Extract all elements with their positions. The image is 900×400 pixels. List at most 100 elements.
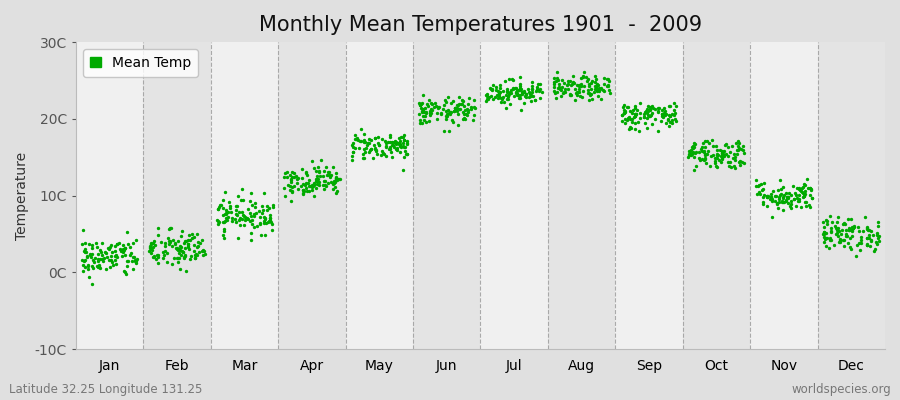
Point — [832, 228, 847, 234]
Point — [441, 107, 455, 113]
Point — [714, 159, 728, 166]
Point — [659, 120, 673, 127]
Point — [121, 258, 135, 264]
Point — [350, 136, 365, 142]
Point — [396, 167, 410, 173]
Point — [706, 137, 720, 143]
Point — [257, 216, 272, 222]
Point — [437, 128, 452, 134]
Point — [357, 131, 372, 138]
Point — [686, 149, 700, 156]
Point — [370, 150, 384, 157]
Point — [639, 108, 653, 115]
Point — [381, 138, 395, 145]
Point — [101, 244, 115, 251]
Point — [346, 140, 360, 146]
Point — [854, 237, 868, 243]
Point — [590, 84, 604, 90]
Point — [567, 80, 581, 86]
Point — [668, 116, 682, 122]
Point — [216, 232, 230, 238]
Point — [770, 200, 785, 207]
Point — [144, 239, 158, 246]
Point — [296, 191, 310, 198]
Point — [126, 266, 140, 272]
Point — [557, 80, 572, 86]
Point — [397, 154, 411, 160]
Point — [628, 112, 643, 119]
Point — [663, 113, 678, 120]
Point — [151, 225, 166, 231]
Point — [639, 109, 653, 116]
Point — [247, 224, 261, 230]
Point — [513, 84, 527, 91]
Point — [832, 239, 847, 245]
Point — [306, 183, 320, 190]
Point — [195, 246, 210, 253]
Point — [314, 157, 328, 163]
Point — [641, 112, 655, 118]
Point — [633, 100, 647, 106]
Point — [300, 172, 314, 178]
Point — [645, 105, 660, 112]
Point — [771, 199, 786, 206]
Point — [651, 105, 665, 111]
Point — [710, 147, 724, 154]
Point — [515, 89, 529, 96]
Bar — [683, 42, 750, 349]
Point — [822, 244, 836, 251]
Point — [296, 187, 310, 193]
Point — [416, 106, 430, 113]
Point — [151, 232, 166, 238]
Point — [400, 138, 414, 144]
Point — [447, 104, 462, 111]
Point — [779, 197, 794, 203]
Point — [480, 93, 494, 100]
Point — [593, 86, 608, 92]
Point — [143, 245, 157, 252]
Point — [224, 218, 238, 224]
Point — [87, 258, 102, 265]
Point — [707, 154, 722, 161]
Point — [482, 94, 497, 100]
Point — [358, 148, 373, 155]
Point — [170, 245, 184, 252]
Point — [585, 96, 599, 102]
Point — [688, 141, 702, 148]
Point — [446, 117, 460, 123]
Point — [841, 233, 855, 240]
Point — [804, 187, 818, 193]
Point — [568, 96, 582, 103]
Point — [823, 213, 837, 220]
Point — [525, 86, 539, 93]
Point — [393, 137, 408, 144]
Point — [533, 95, 547, 102]
Point — [863, 242, 878, 249]
Point — [566, 72, 580, 79]
Point — [780, 194, 795, 200]
Point — [253, 214, 267, 220]
Point — [485, 86, 500, 92]
Point — [770, 205, 785, 212]
Point — [424, 100, 438, 106]
Point — [825, 219, 840, 225]
Point — [244, 190, 258, 196]
Point — [285, 189, 300, 196]
Point — [498, 78, 512, 85]
Point — [784, 204, 798, 211]
Point — [618, 120, 633, 126]
Point — [144, 240, 158, 247]
Point — [229, 207, 243, 213]
Point — [91, 250, 105, 257]
Point — [851, 228, 866, 234]
Point — [128, 258, 142, 264]
Point — [361, 140, 375, 146]
Point — [86, 257, 101, 263]
Point — [730, 147, 744, 154]
Point — [385, 139, 400, 146]
Point — [590, 88, 604, 94]
Point — [454, 96, 469, 103]
Point — [91, 263, 105, 270]
Point — [681, 154, 696, 160]
Point — [484, 87, 499, 93]
